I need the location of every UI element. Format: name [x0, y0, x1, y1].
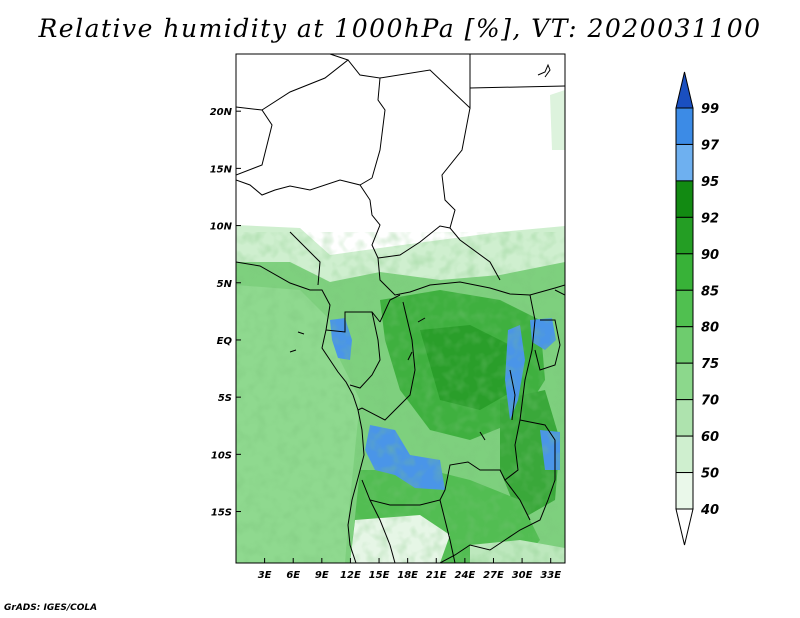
lon-label: 21E [426, 570, 447, 581]
colorbar-label: 90 [701, 248, 719, 263]
lon-label: 27E [483, 570, 504, 581]
lon-label: 3E [258, 570, 272, 581]
colorbar: 99 97 95 92 90 85 80 75 70 60 50 40 [675, 71, 720, 546]
colorbar-swatch [675, 472, 694, 510]
colorbar-swatch [675, 143, 694, 182]
lon-label: 18E [397, 570, 418, 581]
colorbar-top-arrow [675, 71, 694, 109]
colorbar-label: 75 [701, 357, 719, 372]
lon-label: 6E [286, 570, 300, 581]
colorbar-label: 40 [700, 503, 719, 518]
map-frame [235, 53, 566, 564]
colorbar-label: 50 [701, 467, 719, 482]
humidity-field [236, 54, 565, 563]
software-credit: GrADS: IGES/COLA [4, 603, 98, 613]
colorbar-swatch [675, 435, 694, 474]
colorbar-label: 70 [701, 394, 719, 409]
colorbar-label: 95 [701, 175, 719, 190]
country-borders [236, 54, 565, 563]
colorbar-label: 60 [701, 430, 719, 445]
latitude-axis: 20N 15N 10N 5N EQ 5S 10S 15S [210, 107, 241, 519]
colorbar-label: 85 [701, 284, 719, 299]
longitude-axis: 3E 6E 9E 12E 15E 18E 21E 24E 27E 30E 33E [258, 558, 561, 581]
lat-label: 10N [210, 222, 233, 233]
lon-label: 15E [369, 570, 390, 581]
colorbar-label: 80 [701, 321, 719, 336]
coastline [236, 261, 365, 563]
lon-label: 24E [454, 570, 475, 581]
colorbar-swatch [675, 362, 694, 401]
colorbar-swatch [675, 180, 694, 218]
lat-label: 15N [210, 164, 233, 175]
lon-label: 9E [315, 570, 329, 581]
colorbar-label: 97 [701, 138, 720, 153]
lat-label: 20N [210, 107, 233, 118]
colorbar-swatch [675, 326, 694, 364]
lon-label: 12E [340, 570, 361, 581]
colorbar-swatch [675, 399, 694, 437]
lat-label: 15S [211, 508, 232, 519]
colorbar-label: 92 [701, 211, 719, 226]
colorbar-bottom-arrow [675, 508, 694, 546]
colorbar-label: 99 [701, 102, 719, 117]
lat-label: 5S [218, 393, 232, 404]
colorbar-swatch [675, 216, 694, 255]
colorbar-swatch [675, 253, 694, 291]
lon-label: 30E [512, 570, 533, 581]
colorbar-swatch [675, 289, 694, 328]
lat-label: 5N [217, 279, 233, 290]
lat-label: EQ [217, 336, 233, 347]
lon-label: 33E [540, 570, 561, 581]
map-title: Relative humidity at 1000hPa [%], VT: 20… [38, 14, 762, 43]
lat-label: 10S [211, 450, 232, 461]
colorbar-swatch [675, 107, 694, 145]
